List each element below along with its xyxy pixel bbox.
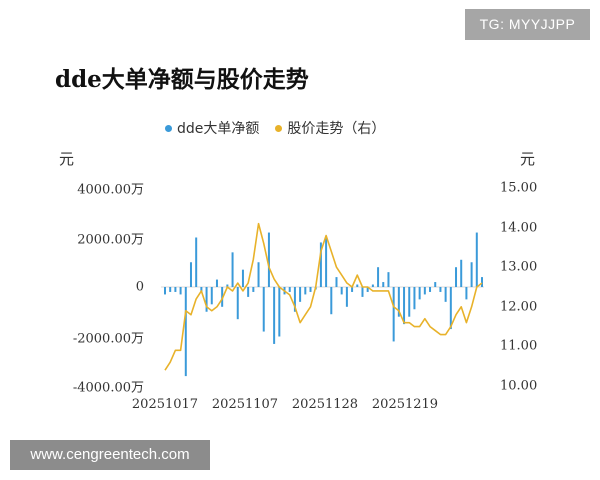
left-tick-label: 4000.00万 xyxy=(77,182,144,198)
dde-bar[interactable] xyxy=(387,272,390,287)
dde-bar[interactable] xyxy=(382,282,385,287)
dde-bar[interactable] xyxy=(470,262,473,287)
dde-bar[interactable] xyxy=(319,242,322,287)
dde-bar[interactable] xyxy=(429,287,432,292)
dde-bar[interactable] xyxy=(418,287,421,300)
x-tick-label: 20251128 xyxy=(291,397,359,412)
right-tick-label: 14.00 xyxy=(500,220,538,236)
dde-bar[interactable] xyxy=(423,287,426,295)
dde-bar[interactable] xyxy=(236,287,239,320)
watermark-top: TG: MYYJJPP xyxy=(465,9,590,40)
dde-bar[interactable] xyxy=(371,284,374,287)
dde-bar[interactable] xyxy=(200,287,203,292)
dde-bar[interactable] xyxy=(403,287,406,325)
left-tick-label: 0 xyxy=(135,279,144,295)
dde-bar[interactable] xyxy=(345,287,348,307)
price-line[interactable] xyxy=(164,222,483,371)
dde-bar[interactable] xyxy=(351,287,354,292)
dde-bar[interactable] xyxy=(267,232,270,287)
dde-bar[interactable] xyxy=(325,237,328,288)
right-axis-unit: 元 xyxy=(520,150,536,168)
x-tick-label: 20251219 xyxy=(371,397,439,412)
right-tick-label: 10.00 xyxy=(500,378,538,394)
dde-bar[interactable] xyxy=(377,267,380,287)
chart-title: dde大单净额与股价走势 xyxy=(55,66,309,93)
legend-item-price[interactable]: 股价走势（右） xyxy=(275,118,385,138)
dde-bar[interactable] xyxy=(439,287,442,292)
dde-bar[interactable] xyxy=(241,269,244,287)
dde-bar[interactable] xyxy=(215,279,218,287)
legend-label-price: 股价走势（右） xyxy=(287,121,386,137)
right-tick-label: 15.00 xyxy=(500,180,538,196)
dde-bar[interactable] xyxy=(210,287,213,305)
dde-bar[interactable] xyxy=(174,287,177,292)
dde-bar[interactable] xyxy=(434,282,437,287)
dde-bar[interactable] xyxy=(465,287,468,300)
dde-bar[interactable] xyxy=(195,237,198,288)
dde-bar[interactable] xyxy=(444,287,447,302)
dde-bar[interactable] xyxy=(252,287,255,292)
dde-bar[interactable] xyxy=(247,287,250,297)
dde-bar[interactable] xyxy=(262,287,265,332)
dde-bar[interactable] xyxy=(231,252,234,287)
dde-bar[interactable] xyxy=(361,287,364,297)
dde-bar[interactable] xyxy=(304,287,307,295)
right-tick-label: 12.00 xyxy=(500,299,538,315)
dde-bar[interactable] xyxy=(397,287,400,317)
legend-dot-dde xyxy=(165,124,172,132)
left-tick-label: -2000.00万 xyxy=(72,331,144,347)
dde-bar[interactable] xyxy=(455,267,458,287)
watermark-bottom: www.cengreentech.com xyxy=(10,440,210,470)
legend-dot-price xyxy=(275,124,283,132)
dde-bar[interactable] xyxy=(449,287,452,330)
left-axis-unit: 元 xyxy=(59,150,75,168)
dde-bar[interactable] xyxy=(408,287,411,317)
dde-bar[interactable] xyxy=(366,287,369,292)
dde-bar[interactable] xyxy=(189,262,192,287)
dde-bar[interactable] xyxy=(205,287,208,312)
dde-bar[interactable] xyxy=(257,262,260,287)
dde-bar[interactable] xyxy=(330,287,333,315)
dde-bar[interactable] xyxy=(340,287,343,295)
dde-bar[interactable] xyxy=(356,284,359,287)
left-tick-label: -4000.00万 xyxy=(72,380,144,396)
dde-bar[interactable] xyxy=(475,232,478,287)
dde-bar[interactable] xyxy=(226,284,229,287)
left-tick-label: 2000.00万 xyxy=(77,232,144,248)
dde-bar[interactable] xyxy=(179,287,182,295)
right-tick-label: 13.00 xyxy=(500,259,538,275)
dde-bar[interactable] xyxy=(169,287,172,292)
chart-legend: dde大单净额 股价走势（右） xyxy=(165,118,385,138)
legend-item-dde[interactable]: dde大单净额 xyxy=(165,118,259,138)
x-tick-label: 20251017 xyxy=(131,397,199,412)
dde-bar[interactable] xyxy=(288,287,291,292)
right-tick-label: 11.00 xyxy=(500,338,538,354)
dde-bar[interactable] xyxy=(481,277,483,287)
dde-bar[interactable] xyxy=(273,287,276,344)
dde-bar[interactable] xyxy=(309,287,312,292)
dde-bar[interactable] xyxy=(392,287,395,342)
dde-bar[interactable] xyxy=(299,287,302,302)
dde-bar[interactable] xyxy=(184,287,187,377)
dde-bar[interactable] xyxy=(460,259,463,287)
dde-bar[interactable] xyxy=(413,287,416,310)
dde-bar[interactable] xyxy=(335,277,338,287)
dde-bar[interactable] xyxy=(164,287,166,295)
dde-bar[interactable] xyxy=(293,287,296,312)
x-tick-label: 20251107 xyxy=(211,397,279,412)
dde-bar[interactable] xyxy=(278,287,281,337)
legend-label-dde: dde大单净额 xyxy=(177,121,260,137)
